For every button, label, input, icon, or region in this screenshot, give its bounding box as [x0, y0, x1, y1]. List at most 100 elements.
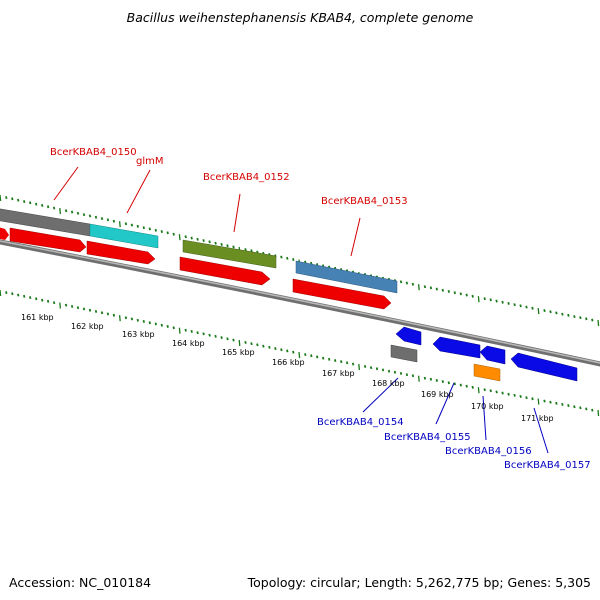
minor-tick — [208, 333, 211, 337]
major-tick — [59, 302, 62, 309]
minor-tick — [100, 217, 104, 221]
gene-label-glmm[interactable]: glmM — [136, 156, 164, 167]
minor-tick — [525, 396, 528, 400]
gene-bar-bcerkbab4-0153[interactable] — [295, 260, 398, 294]
gene-arrow-bcerkbab4-0157[interactable] — [510, 352, 578, 382]
major-tick — [118, 221, 121, 228]
minor-tick — [501, 300, 504, 304]
gene-label-bcerkbab4-0154[interactable]: BcerKBAB4_0154 — [317, 417, 404, 428]
minor-tick — [543, 309, 546, 313]
minor-tick — [196, 237, 199, 241]
minor-tick — [112, 313, 116, 317]
minor-tick — [453, 382, 456, 386]
cds-arrow[interactable] — [0, 226, 9, 240]
minor-tick — [268, 345, 271, 349]
minor-tick — [549, 400, 552, 404]
gene-arrow-blue[interactable] — [395, 326, 422, 346]
minor-tick — [46, 205, 50, 209]
minor-tick — [579, 316, 582, 320]
major-tick — [59, 208, 62, 215]
minor-tick — [250, 342, 253, 346]
genome-backbone-highlight — [0, 240, 600, 364]
gene-bar-bcerkbab4-0152[interactable] — [182, 239, 277, 269]
minor-tick — [226, 244, 229, 248]
minor-tick — [172, 326, 175, 330]
minor-tick — [280, 348, 283, 352]
minor-tick — [435, 378, 438, 382]
callout-line-bcerkbab4-0154 — [362, 377, 399, 413]
minor-tick — [130, 223, 134, 227]
minor-tick — [286, 256, 289, 260]
cds-arrow[interactable] — [9, 227, 87, 253]
minor-tick — [459, 383, 462, 387]
gene-label-bcerkbab4-0157[interactable]: BcerKBAB4_0157 — [504, 460, 591, 471]
kbp-label: 166 kbp — [272, 358, 305, 367]
minor-tick — [23, 294, 26, 298]
gene-arrow-bcerkbab4-0155[interactable] — [432, 336, 481, 359]
minor-tick — [322, 356, 325, 360]
minor-tick — [531, 397, 534, 401]
major-tick — [178, 327, 181, 334]
gene-label-bcerkbab4-0156[interactable]: BcerKBAB4_0156 — [445, 446, 532, 457]
minor-tick — [17, 198, 20, 202]
gene-arrow-blue[interactable] — [479, 345, 506, 365]
callout-line-bcerkbab4-0157 — [533, 407, 549, 454]
minor-tick — [549, 310, 552, 314]
forward-cds-arrows — [0, 226, 392, 310]
minor-tick — [369, 366, 373, 370]
gene-bar-bcerkbab4-0156[interactable] — [473, 363, 501, 382]
minor-tick — [351, 362, 355, 366]
callout-line-bcerkbab4-0156 — [482, 395, 487, 441]
minor-tick — [381, 368, 385, 372]
minor-tick — [208, 240, 211, 244]
minor-tick — [11, 197, 14, 201]
gene-label-bcerkbab4-0155[interactable]: BcerKBAB4_0155 — [384, 432, 471, 443]
minor-tick — [519, 394, 522, 398]
minor-tick — [160, 230, 163, 234]
minor-tick — [292, 258, 295, 262]
minor-tick — [453, 291, 456, 295]
minor-tick — [507, 392, 510, 396]
minor-tick — [52, 301, 56, 305]
minor-tick — [23, 200, 26, 204]
minor-tick — [591, 408, 594, 412]
cds-arrow[interactable] — [86, 240, 156, 265]
minor-tick — [393, 370, 397, 374]
minor-tick — [441, 288, 444, 292]
minor-tick — [76, 211, 80, 215]
gene-label-bcerkbab4-0150[interactable]: BcerKBAB4_0150 — [50, 147, 137, 158]
minor-tick — [190, 329, 193, 333]
minor-tick — [585, 317, 588, 321]
gene-label-bcerkbab4-0152[interactable]: BcerKBAB4_0152 — [203, 172, 290, 183]
callout-line-bcerkbab4-0155 — [435, 382, 455, 425]
minor-tick — [112, 219, 116, 223]
callout-lines — [53, 166, 361, 257]
kbp-label: 164 kbp — [172, 339, 205, 348]
minor-tick — [435, 287, 438, 291]
major-tick — [417, 284, 420, 291]
minor-tick — [52, 206, 56, 210]
minor-tick — [483, 297, 486, 301]
minor-tick — [489, 389, 492, 393]
gene-bar-glmm[interactable] — [89, 223, 159, 249]
gene-label-bcerkbab4-0153[interactable]: BcerKBAB4_0153 — [321, 196, 408, 207]
minor-tick — [142, 319, 145, 323]
minor-tick — [166, 324, 169, 328]
minor-tick — [172, 232, 175, 236]
cds-arrow[interactable] — [179, 256, 271, 286]
minor-tick — [531, 306, 534, 310]
reverse-genes — [390, 326, 578, 382]
genome-title: Bacillus weihenstephanensis KBAB4, compl… — [126, 10, 474, 25]
kbp-label: 168 kbp — [372, 379, 405, 388]
minor-tick — [76, 306, 80, 310]
cds-arrow[interactable] — [292, 278, 392, 310]
minor-tick — [160, 323, 163, 327]
kbp-label: 169 kbp — [421, 390, 454, 399]
minor-tick — [459, 292, 462, 296]
kbp-label: 171 kbp — [521, 414, 554, 423]
gene-bar-bcerkbab4-0154[interactable] — [390, 344, 418, 363]
kbp-labels: 161 kbp 162 kbp 163 kbp 164 kbp 165 kbp … — [21, 313, 554, 423]
accession-text: Accession: NC_010184 — [9, 575, 152, 590]
